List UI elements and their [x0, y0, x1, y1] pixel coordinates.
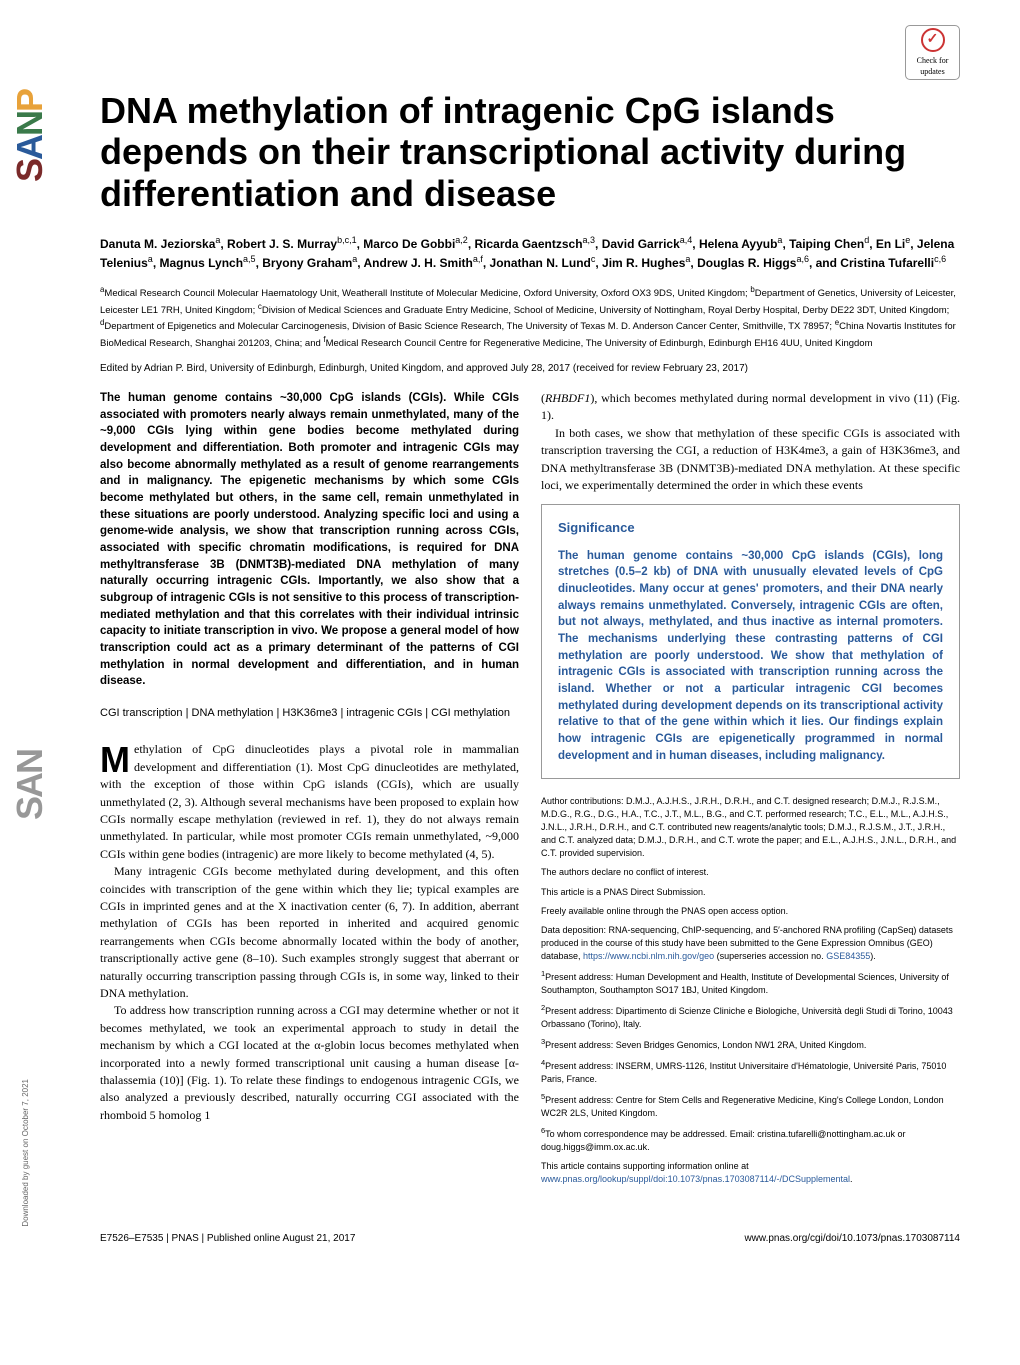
body-p3: To address how transcription running acr… — [100, 1002, 519, 1124]
edited-by: Edited by Adrian P. Bird, University of … — [100, 362, 960, 376]
dropcap: M — [100, 741, 134, 776]
author-contributions: Author contributions: D.M.J., A.J.H.S., … — [541, 795, 960, 860]
author-list: Danuta M. Jeziorskaa, Robert J. S. Murra… — [100, 234, 960, 272]
affiliations: aMedical Research Council Molecular Haem… — [100, 284, 960, 350]
addr-2: 2Present address: Dipartimento di Scienz… — [541, 1003, 960, 1031]
keywords: CGI transcription | DNA methylation | H3… — [100, 706, 519, 721]
abstract: The human genome contains ~30,000 CpG is… — [100, 390, 519, 690]
data-deposition: Data deposition: RNA-sequencing, ChIP-se… — [541, 924, 960, 963]
open-access: Freely available online through the PNAS… — [541, 905, 960, 918]
page-footer: E7526–E7535 | PNAS | Published online Au… — [100, 1212, 960, 1246]
body-col2-p2: In both cases, we show that methylation … — [541, 425, 960, 495]
check-updates-icon — [921, 28, 945, 52]
check-updates-label: Check for updates — [906, 55, 959, 77]
body-col2-p1: (RHBDF1), which becomes methylated durin… — [541, 390, 960, 425]
supporting-info: This article contains supporting informa… — [541, 1160, 960, 1186]
addr-5: 5Present address: Centre for Stem Cells … — [541, 1092, 960, 1120]
direct-submission: This article is a PNAS Direct Submission… — [541, 886, 960, 899]
addr-1: 1Present address: Human Development and … — [541, 969, 960, 997]
body-text-left: Methylation of CpG dinucleotides plays a… — [100, 741, 519, 1124]
check-updates-button[interactable]: Check for updates — [905, 25, 960, 80]
addr-3: 3Present address: Seven Bridges Genomics… — [541, 1037, 960, 1052]
footer-right: www.pnas.org/cgi/doi/10.1073/pnas.170308… — [744, 1232, 960, 1246]
right-column: (RHBDF1), which becomes methylated durin… — [541, 390, 960, 1192]
addr-6: 6To whom correspondence may be addressed… — [541, 1126, 960, 1154]
significance-text: The human genome contains ~30,000 CpG is… — [558, 548, 943, 765]
addr-4: 4Present address: INSERM, UMRS-1126, Ins… — [541, 1058, 960, 1086]
body-p2: Many intragenic CGIs become methylated d… — [100, 863, 519, 1002]
pnas-logo-faded: SAN — [5, 750, 55, 820]
conflict-statement: The authors declare no conflict of inter… — [541, 866, 960, 879]
article-title: DNA methylation of intragenic CpG island… — [100, 90, 960, 214]
significance-title: Significance — [558, 519, 943, 537]
footnotes: Author contributions: D.M.J., A.J.H.S., … — [541, 795, 960, 1186]
body-text-right: (RHBDF1), which becomes methylated durin… — [541, 390, 960, 494]
download-notice: Downloaded by guest on October 7, 2021 — [20, 1079, 31, 1227]
pnas-logo-main: SANP — [5, 90, 55, 182]
significance-box: Significance The human genome contains ~… — [541, 504, 960, 779]
footer-left: E7526–E7535 | PNAS | Published online Au… — [100, 1232, 355, 1246]
body-p1: Methylation of CpG dinucleotides plays a… — [100, 741, 519, 863]
left-column: The human genome contains ~30,000 CpG is… — [100, 390, 519, 1192]
